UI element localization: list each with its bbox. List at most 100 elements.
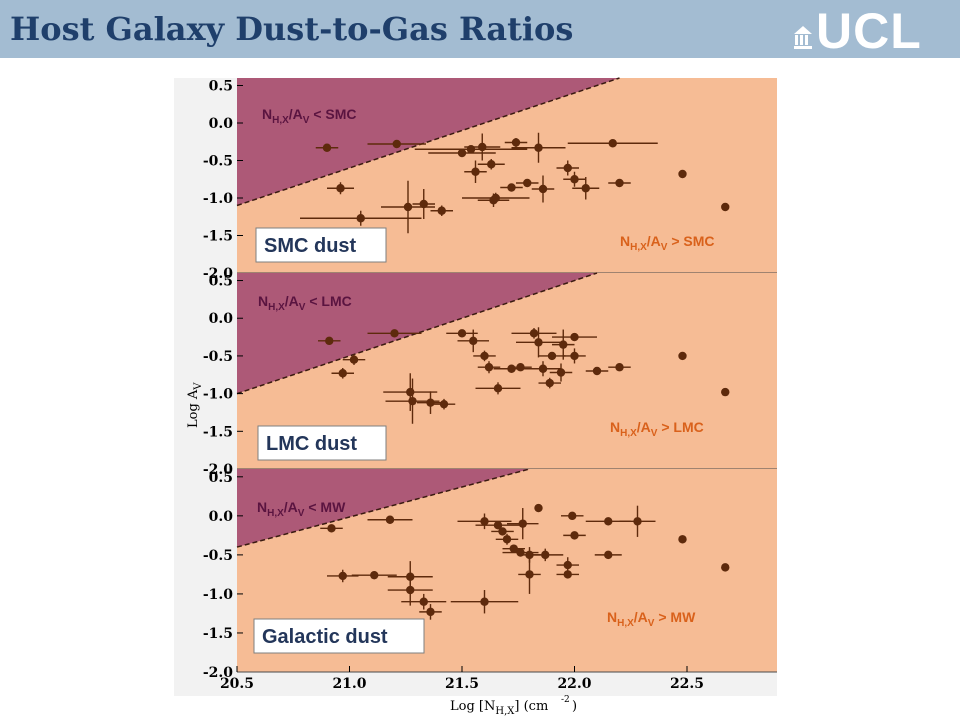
y-tick-label: 0.5 [209, 79, 233, 95]
x-tick-label: 22.0 [557, 676, 591, 692]
data-point [502, 535, 512, 544]
data-point [439, 399, 449, 409]
data-point [721, 202, 730, 212]
y-tick-label: 0.5 [209, 470, 233, 486]
data-point [568, 511, 577, 521]
logo-wordmark: UCL [816, 3, 922, 59]
data-point [498, 527, 507, 536]
boundary-line-1 [236, 77, 620, 207]
data-point [604, 517, 613, 526]
panel-1: 0.5 0.0 -0.5 -1.0 -1.5 -2.0 NH,X/AV < SMC NH,X/… [203, 77, 777, 282]
data-point [484, 363, 494, 372]
data-point [419, 597, 428, 606]
x-tick-label: 20.5 [220, 676, 254, 692]
data-point [480, 351, 489, 361]
data-point [390, 329, 399, 338]
data-point [608, 139, 617, 148]
data-point [523, 178, 532, 188]
label-upper-region: NH,X/AV < MW [257, 499, 346, 519]
data-point [545, 378, 554, 388]
x-tick-label: 21.5 [445, 676, 479, 692]
dust-label-box [257, 425, 387, 461]
y-tick-label: -1.5 [203, 424, 233, 440]
label-upper-region: NH,X/AV < LMC [258, 293, 352, 313]
data-point [406, 585, 415, 595]
dust-label: SMC dust [264, 235, 357, 257]
dust-label-box [255, 227, 387, 263]
y-axis-label: Log AV [186, 382, 204, 428]
y-tick-label: -2.0 [203, 665, 233, 681]
data-point [563, 570, 572, 579]
data-point [538, 184, 548, 194]
data-point [633, 517, 642, 526]
label-lower-region: NH,X/AV > SMC [620, 233, 715, 253]
data-point [511, 138, 521, 147]
y-tick-label: -2.0 [203, 462, 233, 478]
data-point [509, 544, 518, 553]
data-point [493, 384, 503, 393]
data-point [547, 351, 557, 361]
data-point [480, 517, 489, 526]
data-point [516, 363, 525, 372]
y-tick-label: -0.5 [203, 154, 233, 170]
data-point [480, 597, 489, 606]
label-lower-region: NH,X/AV > LMC [610, 419, 704, 439]
data-point [322, 143, 332, 152]
x-axis-label-exponent: -2 [561, 695, 570, 705]
data-point [570, 351, 579, 361]
y-tick-label: 0.0 [209, 116, 234, 132]
data-point [408, 396, 417, 406]
x-axis-label-close: ) [572, 699, 577, 714]
data-point [493, 521, 503, 530]
data-point [529, 329, 539, 338]
data-point [419, 199, 428, 209]
data-point [525, 570, 534, 579]
data-point [615, 178, 624, 188]
y-tick-label: -1.5 [203, 626, 233, 642]
data-point [563, 163, 572, 173]
data-point [538, 364, 548, 373]
dust-label-box [253, 618, 425, 654]
panel-3: 0.5 0.0 -0.5 -1.0 -1.5 -2.0 NH,X/AV < MW NH,X/A… [203, 468, 777, 681]
data-point [678, 169, 687, 179]
label-upper-region: NH,X/AV < SMC [262, 106, 357, 126]
dust-label: Galactic dust [262, 626, 388, 648]
y-tick-label: -1.0 [203, 587, 233, 603]
data-point [559, 340, 568, 349]
data-point [604, 550, 613, 560]
y-tick-label: -1.0 [203, 387, 233, 403]
data-point [349, 355, 359, 364]
y-tick-label: -2.0 [203, 266, 233, 282]
data-point [437, 206, 446, 215]
slide-header: Host Galaxy Dust-to-Gas Ratios UCL [0, 0, 960, 59]
data-point [487, 160, 496, 169]
data-point [541, 550, 550, 560]
data-point [469, 336, 478, 346]
data-point [592, 366, 602, 376]
data-point [563, 560, 572, 570]
data-point [721, 563, 730, 572]
portico-icon [794, 26, 812, 49]
data-point [615, 363, 624, 372]
data-point [534, 143, 543, 152]
boundary-line-3 [236, 468, 530, 548]
data-point [581, 184, 590, 193]
data-point [356, 214, 365, 223]
data-point [678, 535, 687, 544]
y-tick-label: -0.5 [203, 349, 233, 365]
y-tick-label: 0.5 [209, 274, 233, 290]
data-point [325, 336, 334, 346]
data-point [338, 369, 347, 378]
boundary-line-2 [236, 272, 598, 395]
data-point [385, 515, 395, 524]
data-point [556, 368, 566, 377]
data-point [570, 332, 579, 342]
data-point [721, 387, 730, 397]
data-point [370, 570, 379, 580]
x-tick-label: 21.0 [332, 676, 366, 692]
data-point [457, 329, 467, 338]
data-point [426, 607, 435, 617]
data-point [491, 193, 500, 203]
data-point [507, 183, 516, 192]
